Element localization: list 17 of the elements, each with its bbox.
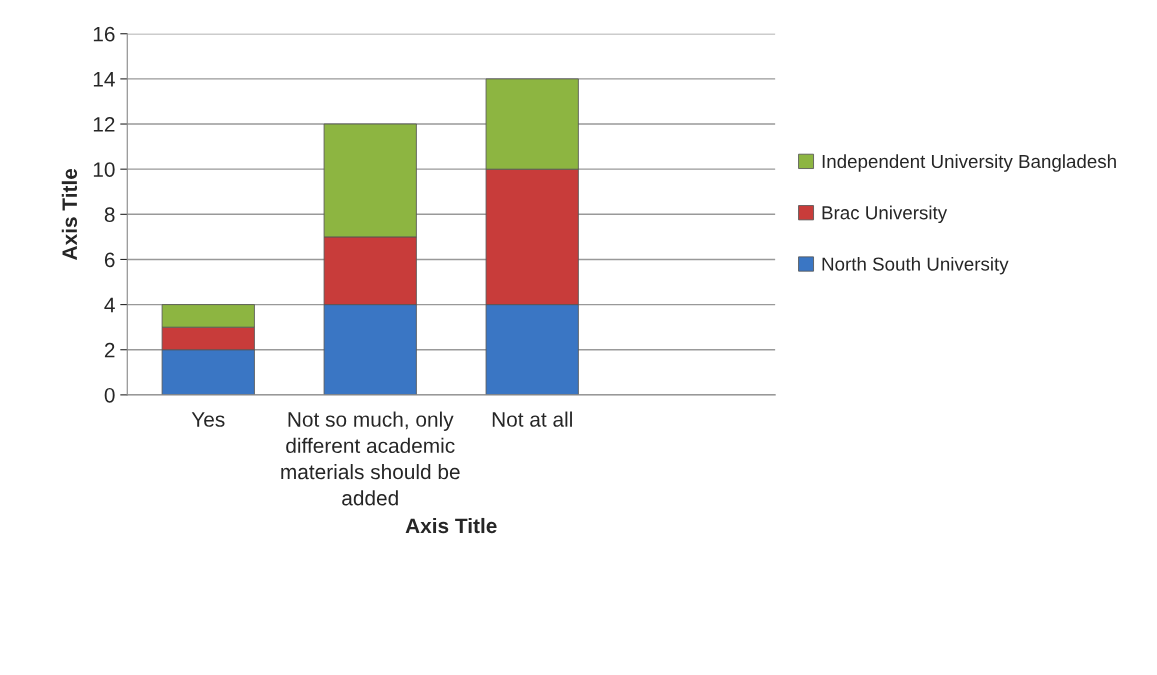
y-tick-label: 4	[104, 297, 115, 313]
y-tick-label: 8	[104, 207, 115, 223]
x-axis-title: Axis Title	[405, 517, 497, 534]
x-tick-label: Not so much, only different academic materials should be added	[281, 411, 460, 506]
y-tick-label: 12	[93, 117, 115, 132]
legend-label: Brac University	[822, 205, 948, 224]
y-tick-label: 0	[104, 387, 115, 403]
y-tick-label: 16	[93, 26, 115, 42]
legend-label: North South University	[822, 256, 1009, 275]
y-tick-label: 10	[93, 162, 115, 177]
y-tick-label: 14	[93, 72, 115, 87]
x-tick-label: Yes	[191, 412, 225, 427]
y-tick-label: 6	[104, 252, 115, 268]
y-tick-label: 2	[104, 342, 115, 358]
x-tick-label: Not at all	[492, 411, 572, 427]
y-axis-title: Axis Title	[61, 168, 78, 260]
legend-label: Independent University Bangladesh	[822, 154, 1116, 172]
